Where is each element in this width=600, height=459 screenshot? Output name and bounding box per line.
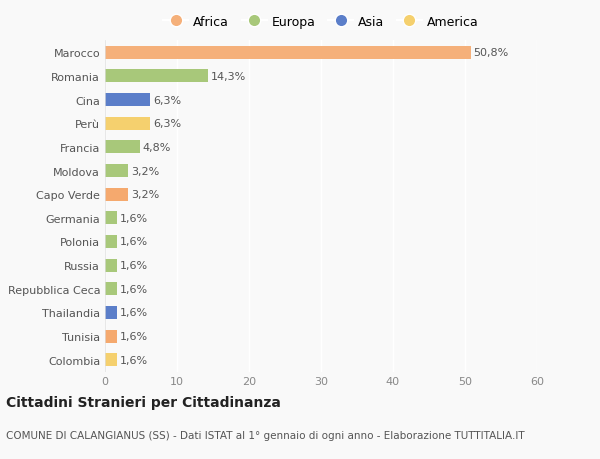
Text: 6,3%: 6,3% bbox=[153, 95, 181, 105]
Text: COMUNE DI CALANGIANUS (SS) - Dati ISTAT al 1° gennaio di ogni anno - Elaborazion: COMUNE DI CALANGIANUS (SS) - Dati ISTAT … bbox=[6, 431, 524, 440]
Text: 1,6%: 1,6% bbox=[119, 213, 148, 224]
Text: 1,6%: 1,6% bbox=[119, 331, 148, 341]
Bar bbox=[105, 165, 128, 178]
Bar bbox=[105, 94, 151, 107]
Text: 1,6%: 1,6% bbox=[119, 284, 148, 294]
Text: 1,6%: 1,6% bbox=[119, 308, 148, 318]
Bar bbox=[105, 118, 151, 130]
Bar bbox=[105, 259, 116, 272]
Bar bbox=[105, 212, 116, 225]
Bar bbox=[105, 283, 116, 296]
Bar bbox=[105, 141, 140, 154]
Text: 1,6%: 1,6% bbox=[119, 237, 148, 247]
Bar bbox=[105, 306, 116, 319]
Text: 6,3%: 6,3% bbox=[153, 119, 181, 129]
Bar bbox=[105, 235, 116, 248]
Text: 4,8%: 4,8% bbox=[142, 143, 171, 152]
Text: Cittadini Stranieri per Cittadinanza: Cittadini Stranieri per Cittadinanza bbox=[6, 395, 281, 409]
Text: 1,6%: 1,6% bbox=[119, 261, 148, 270]
Legend: Africa, Europa, Asia, America: Africa, Europa, Asia, America bbox=[163, 16, 479, 28]
Bar bbox=[105, 47, 471, 60]
Bar bbox=[105, 330, 116, 343]
Text: 50,8%: 50,8% bbox=[473, 48, 509, 58]
Text: 3,2%: 3,2% bbox=[131, 166, 159, 176]
Text: 14,3%: 14,3% bbox=[211, 72, 246, 82]
Text: 3,2%: 3,2% bbox=[131, 190, 159, 200]
Bar bbox=[105, 353, 116, 366]
Text: 1,6%: 1,6% bbox=[119, 355, 148, 365]
Bar bbox=[105, 70, 208, 83]
Bar bbox=[105, 188, 128, 201]
